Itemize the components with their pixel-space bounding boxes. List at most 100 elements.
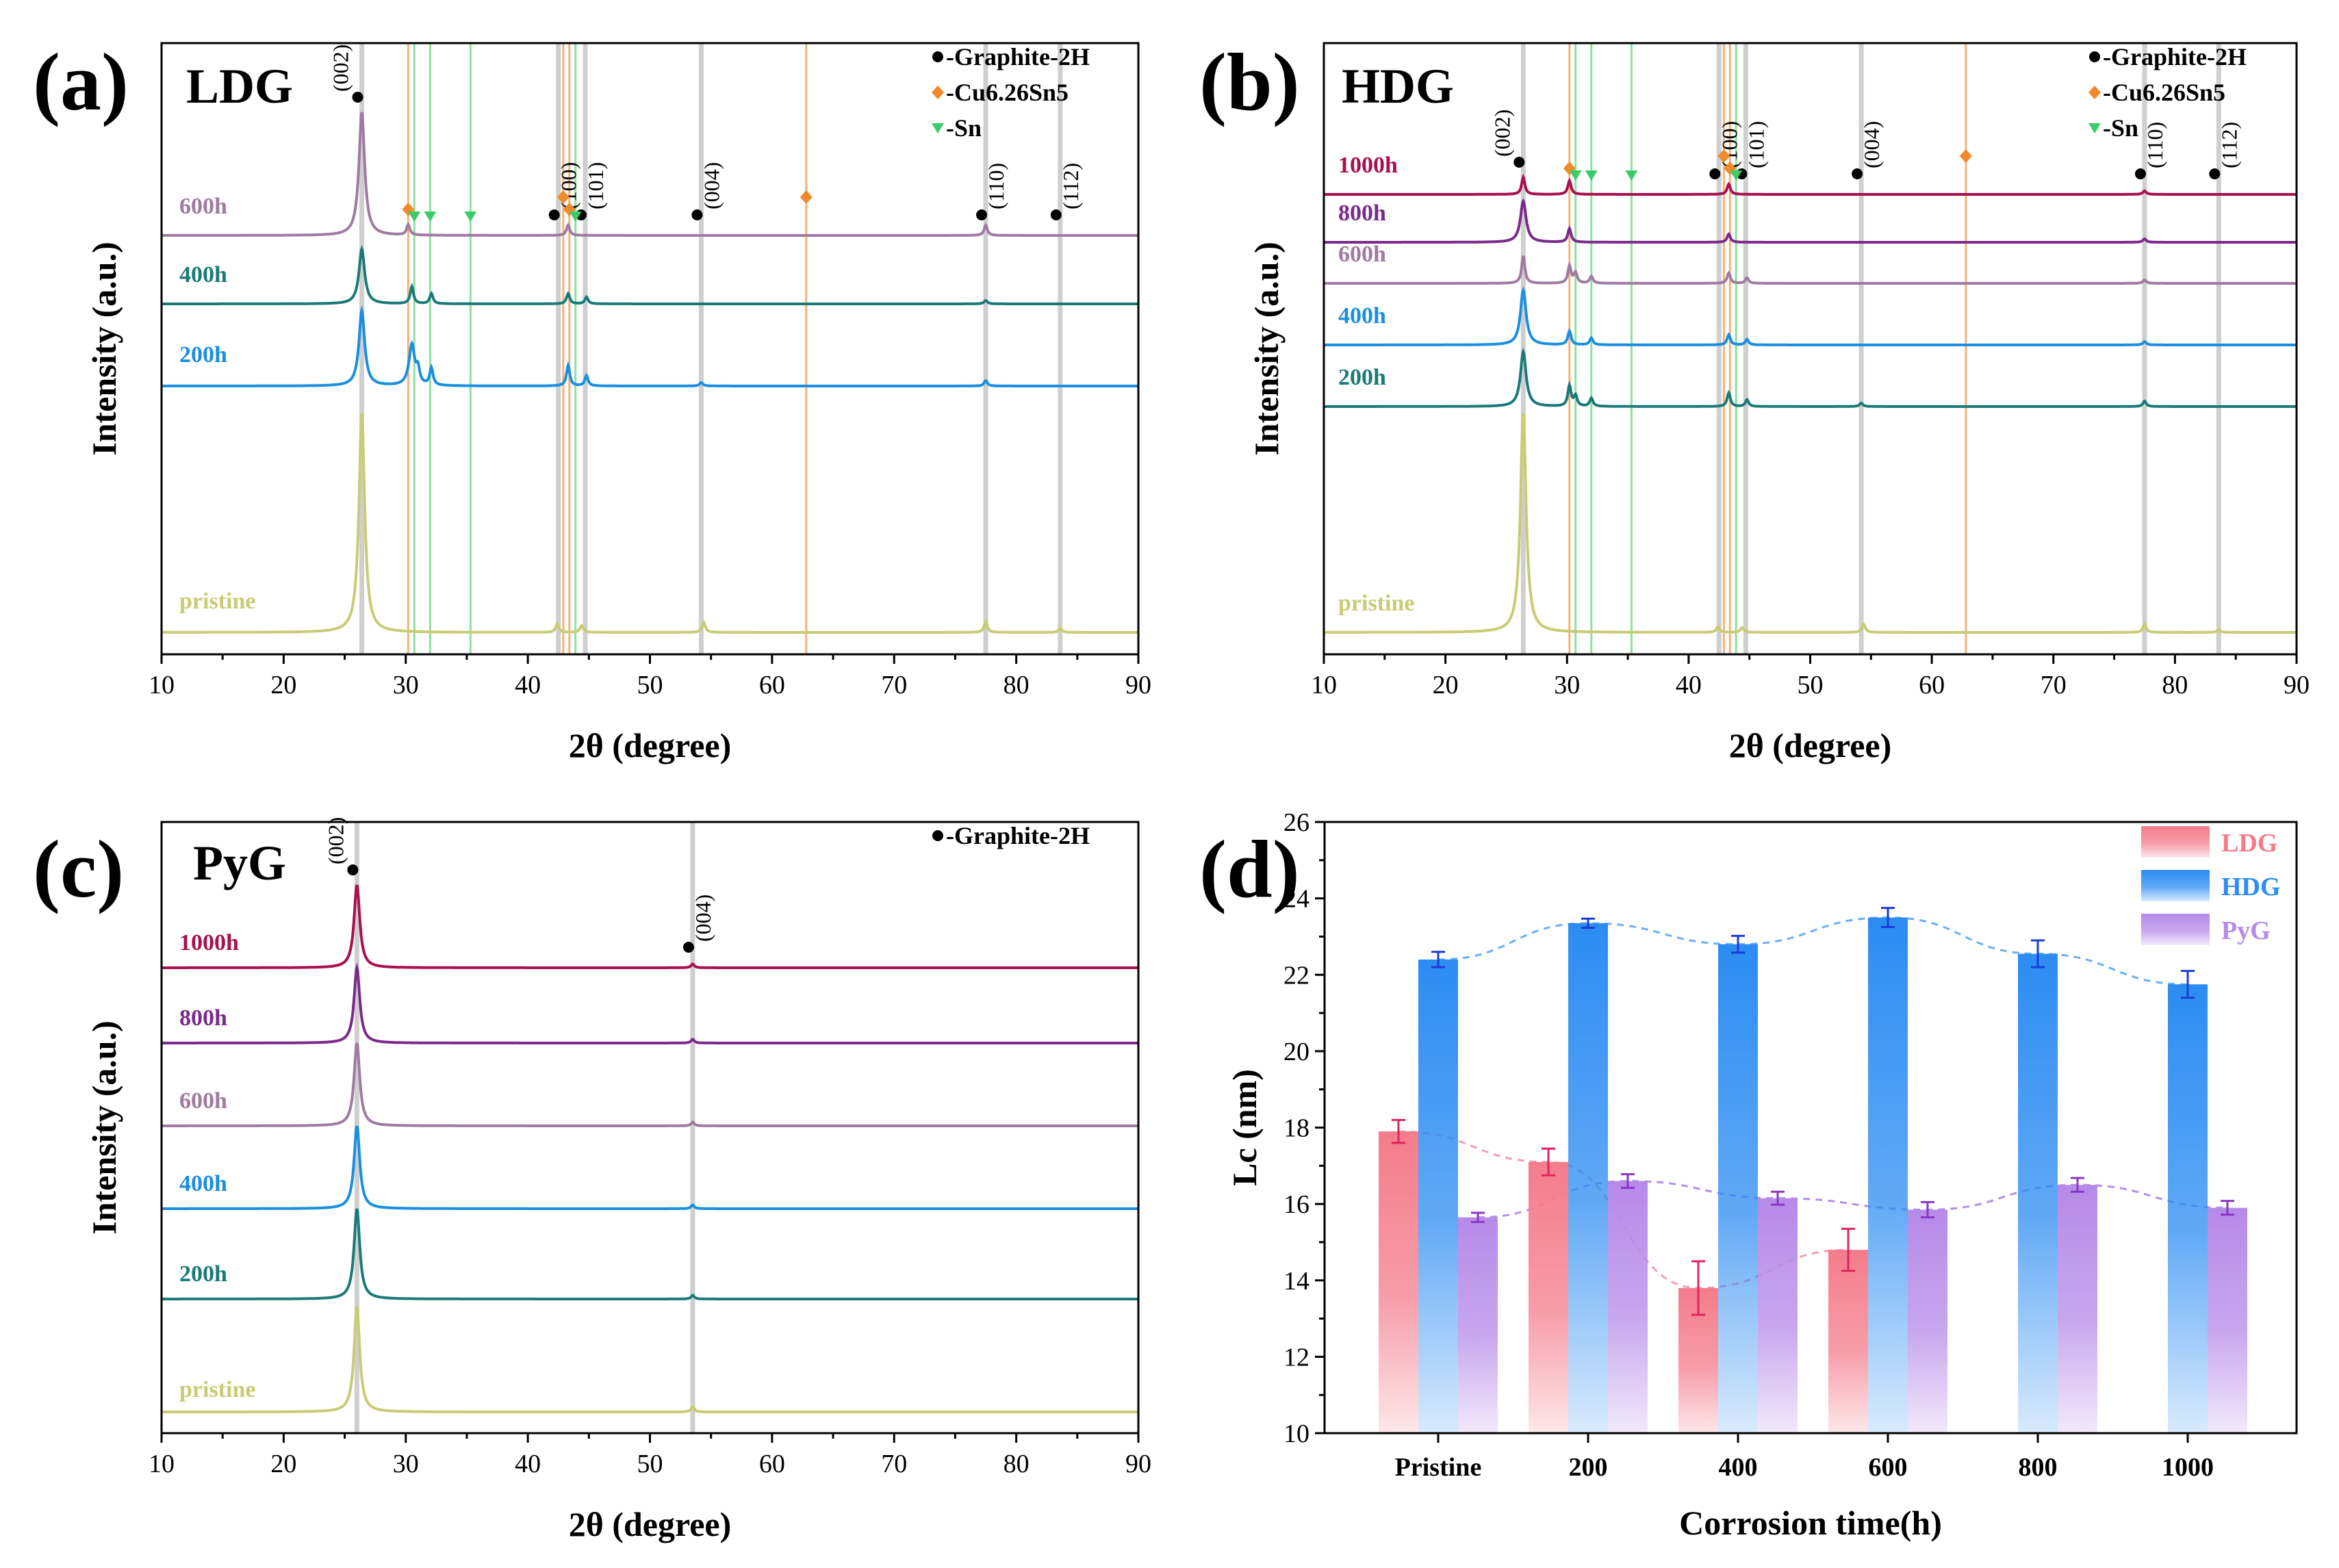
trace-label-200h: 200h (179, 1261, 227, 1287)
y-tick-label: 14 (1283, 1267, 1309, 1296)
cu-marker (557, 190, 570, 204)
x-tick-label: 70 (881, 671, 907, 699)
x-tick-label: 70 (881, 1450, 907, 1478)
hkl-label: (004) (699, 162, 724, 209)
legend-swatch-LDG (2141, 826, 2210, 858)
y-axis-title: Intensity (a.u.) (85, 242, 123, 456)
x-tick-label: 40 (515, 1450, 541, 1478)
graphite-marker (2134, 168, 2146, 179)
trace-label-400h: 400h (179, 262, 227, 287)
x-tick-label: 20 (270, 1450, 296, 1478)
hkl-label: (100) (557, 162, 581, 209)
x-tick-label: 60 (759, 671, 785, 699)
legend-label: -Cu6.26Sn5 (946, 79, 1069, 106)
trace-label-600h: 600h (1338, 242, 1386, 267)
panel-letter: (a) (33, 36, 129, 127)
legend-marker-cu (2088, 86, 2101, 99)
bar-LDG (1529, 1161, 1568, 1433)
trace-label-400h: 400h (1338, 303, 1386, 329)
bar-PyG (2208, 1207, 2247, 1433)
graphite-marker (1050, 209, 1062, 220)
x-tick-label: 40 (515, 671, 541, 699)
trace-label-1000h: 1000h (1338, 153, 1398, 178)
x-category-label: 1000 (2162, 1453, 2214, 1482)
sn-marker (1625, 170, 1638, 181)
trace-pristine (162, 413, 1138, 634)
x-tick-label: 90 (1125, 1450, 1151, 1478)
panel-title: HDG (1342, 59, 1454, 114)
legend-marker-graphite (2089, 51, 2100, 62)
graphite-marker (2209, 168, 2221, 179)
legend-marker-graphite (932, 51, 943, 62)
sn-marker (408, 211, 421, 222)
trace-pristine (162, 1306, 1138, 1413)
bar-PyG (1458, 1217, 1498, 1433)
panel-letter: (d) (1199, 823, 1300, 914)
trace-label-1000h: 1000h (179, 930, 239, 955)
x-category-label: 800 (2019, 1453, 2058, 1482)
trace-label-200h: 200h (179, 342, 227, 368)
bar-PyG (1758, 1198, 1798, 1433)
panel-d: 10 12 14 16 18 20 22 24 26 Pristine 200 400 600 800 10… (1199, 808, 2298, 1542)
hkl-label: (110) (984, 163, 1008, 209)
trace-200h (1324, 347, 2297, 408)
legend-label: -Sn (946, 114, 982, 142)
bar-HDG (1418, 959, 1458, 1433)
trace-label-pristine: pristine (179, 1377, 255, 1402)
bar-HDG (1568, 923, 1608, 1433)
legend-swatch-HDG (2141, 870, 2210, 901)
x-tick-label: 90 (1125, 671, 1151, 699)
legend-label: HDG (2221, 873, 2281, 901)
trace-pristine (1324, 413, 2297, 634)
panel-letter: (c) (33, 823, 124, 914)
trend-line-HDG (1437, 916, 2188, 986)
sn-marker (1569, 170, 1582, 181)
hkl-label: (101) (583, 162, 608, 209)
legend-label: -Graphite-2H (946, 43, 1090, 70)
trace-label-800h: 800h (179, 1005, 227, 1031)
legend-label: -Sn (2103, 114, 2138, 142)
y-tick-label: 20 (1283, 1038, 1309, 1066)
trace-400h (162, 244, 1138, 305)
panel-a: pristine 200h 400h 600h (002) (100) (101) (004)… (33, 36, 1151, 764)
trace-600h (1324, 255, 2297, 285)
x-tick-label: 80 (1004, 671, 1030, 699)
legend-label: -Cu6.26Sn5 (2103, 79, 2225, 106)
hkl-label: (100) (1717, 121, 1741, 168)
trace-800h (1324, 198, 2297, 244)
bar-LDG (1379, 1131, 1418, 1433)
trace-600h (162, 1042, 1138, 1127)
bar-PyG (1908, 1209, 1947, 1433)
y-tick-label: 12 (1283, 1343, 1309, 1372)
y-tick-label: 10 (1283, 1419, 1309, 1448)
x-category-label: 400 (1719, 1453, 1758, 1482)
x-axis-title: 2θ (degree) (569, 726, 732, 764)
y-axis-title: Intensity (a.u.) (85, 1020, 123, 1235)
bar-PyG (1608, 1181, 1648, 1433)
graphite-marker (1852, 168, 1863, 179)
cu-marker (1959, 149, 1972, 163)
sn-marker (424, 211, 437, 222)
x-tick-label: 60 (759, 1450, 785, 1478)
trace-label-pristine: pristine (179, 589, 255, 614)
trace-label-800h: 800h (1338, 201, 1386, 226)
legend-label: -Graphite-2H (2103, 43, 2247, 70)
plot-frame (160, 821, 1140, 1435)
graphite-marker (976, 209, 988, 220)
graphite-marker (682, 942, 694, 953)
y-tick-label: 24 (1283, 885, 1309, 914)
trace-800h (162, 962, 1138, 1044)
x-tick-label: 60 (1919, 671, 1945, 699)
bar-PyG (2058, 1185, 2097, 1433)
x-axis-title: Corrosion time(h) (1679, 1504, 1942, 1542)
trace-label-600h: 600h (179, 1088, 227, 1114)
trace-1000h (1324, 173, 2297, 196)
hkl-label: (004) (691, 895, 715, 942)
bar-HDG (1868, 917, 1908, 1433)
y-tick-label: 16 (1283, 1190, 1309, 1219)
legend-label: -Graphite-2H (946, 822, 1090, 849)
x-tick-label: 30 (393, 671, 419, 699)
cu-marker (800, 190, 813, 204)
